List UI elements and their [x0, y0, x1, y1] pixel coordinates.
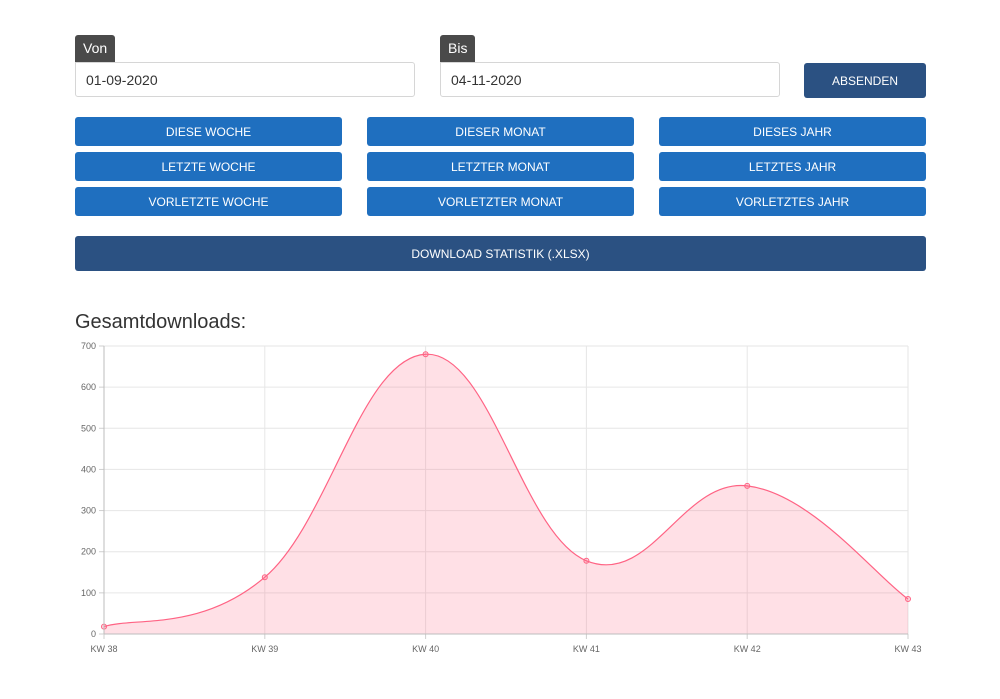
x-tick-label: KW 39	[251, 644, 278, 654]
last-week-button[interactable]: LETZTE WOCHE	[75, 152, 342, 181]
from-label: Von	[75, 35, 116, 62]
chart-title: Gesamtdownloads:	[75, 311, 247, 333]
to-date-input[interactable]	[440, 62, 780, 97]
x-tick-label: KW 41	[573, 644, 600, 654]
this-week-button[interactable]: DIESE WOCHE	[75, 117, 342, 146]
this-month-button[interactable]: DIESER MONAT	[367, 117, 634, 146]
last-month-button[interactable]: LETZTER MONAT	[367, 152, 634, 181]
to-label: Bis	[440, 35, 476, 62]
y-tick-label: 100	[81, 588, 96, 598]
y-tick-label: 300	[81, 506, 96, 516]
series-area-fill	[104, 354, 908, 634]
y-tick-label: 600	[81, 382, 96, 392]
x-tick-label: KW 40	[412, 644, 439, 654]
from-date-group: Von	[75, 35, 415, 97]
week-before-last-button[interactable]: VORLETZTE WOCHE	[75, 187, 342, 216]
chart-axes: 0 100 200 300 400 500 600 700 KW 38 KW 39 KW 40 KW …	[81, 341, 922, 654]
from-date-input[interactable]	[75, 62, 415, 97]
x-tick-label: KW 42	[734, 644, 761, 654]
data-point	[583, 557, 590, 564]
y-tick-label: 400	[81, 464, 96, 474]
x-tick-label: KW 43	[894, 644, 921, 654]
submit-button[interactable]: ABSENDEN	[804, 63, 926, 98]
this-year-button[interactable]: DIESES JAHR	[659, 117, 926, 146]
y-tick-label: 700	[81, 341, 96, 351]
month-before-last-button[interactable]: VORLETZTER MONAT	[367, 187, 634, 216]
data-point	[261, 574, 268, 581]
y-tick-label: 200	[81, 547, 96, 557]
series-line	[103, 353, 909, 628]
data-point	[744, 482, 751, 489]
download-statistics-button[interactable]: DOWNLOAD STATISTIK (.XLSX)	[75, 236, 926, 271]
last-year-button[interactable]: LETZTES JAHR	[659, 152, 926, 181]
x-tick-label: KW 38	[90, 644, 117, 654]
y-tick-label: 0	[91, 629, 96, 639]
chart-series	[101, 351, 911, 634]
data-point	[905, 596, 911, 603]
data-point	[422, 351, 429, 358]
to-date-group: Bis	[440, 35, 780, 97]
year-before-last-button[interactable]: VORLETZTES JAHR	[659, 187, 926, 216]
y-tick-label: 500	[81, 423, 96, 433]
